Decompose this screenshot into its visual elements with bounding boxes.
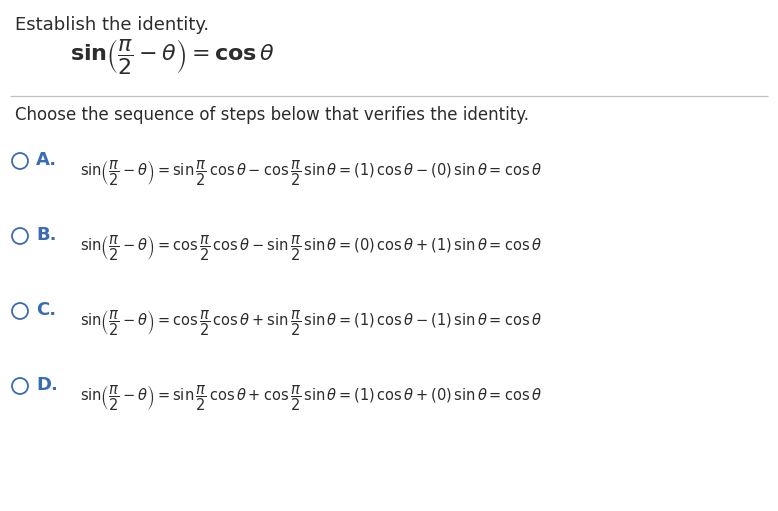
Text: Establish the identity.: Establish the identity. <box>15 16 209 34</box>
Text: D.: D. <box>36 376 58 394</box>
Text: $\mathrm{sin}\left(\dfrac{\pi}{2}-\theta\right) = \mathrm{sin}\,\dfrac{\pi}{2}\,: $\mathrm{sin}\left(\dfrac{\pi}{2}-\theta… <box>80 158 541 188</box>
Text: $\mathrm{sin}\left(\dfrac{\pi}{2}-\theta\right) = \mathrm{cos}\,\dfrac{\pi}{2}\,: $\mathrm{sin}\left(\dfrac{\pi}{2}-\theta… <box>80 308 541 338</box>
Text: B.: B. <box>36 226 57 244</box>
Text: $\mathrm{sin}\left(\dfrac{\pi}{2}-\theta\right) = \mathrm{cos}\,\dfrac{\pi}{2}\,: $\mathrm{sin}\left(\dfrac{\pi}{2}-\theta… <box>80 233 541 263</box>
Text: A.: A. <box>36 151 57 169</box>
Text: C.: C. <box>36 301 56 319</box>
Text: $\mathrm{sin}\left(\dfrac{\pi}{2}-\theta\right) = \mathrm{sin}\,\dfrac{\pi}{2}\,: $\mathrm{sin}\left(\dfrac{\pi}{2}-\theta… <box>80 383 541 413</box>
Text: Choose the sequence of steps below that verifies the identity.: Choose the sequence of steps below that … <box>15 106 529 124</box>
Text: $\mathbf{sin}\left(\dfrac{\pi}{2}-\theta\right) = \mathbf{cos}\,\theta$: $\mathbf{sin}\left(\dfrac{\pi}{2}-\theta… <box>70 36 275 76</box>
